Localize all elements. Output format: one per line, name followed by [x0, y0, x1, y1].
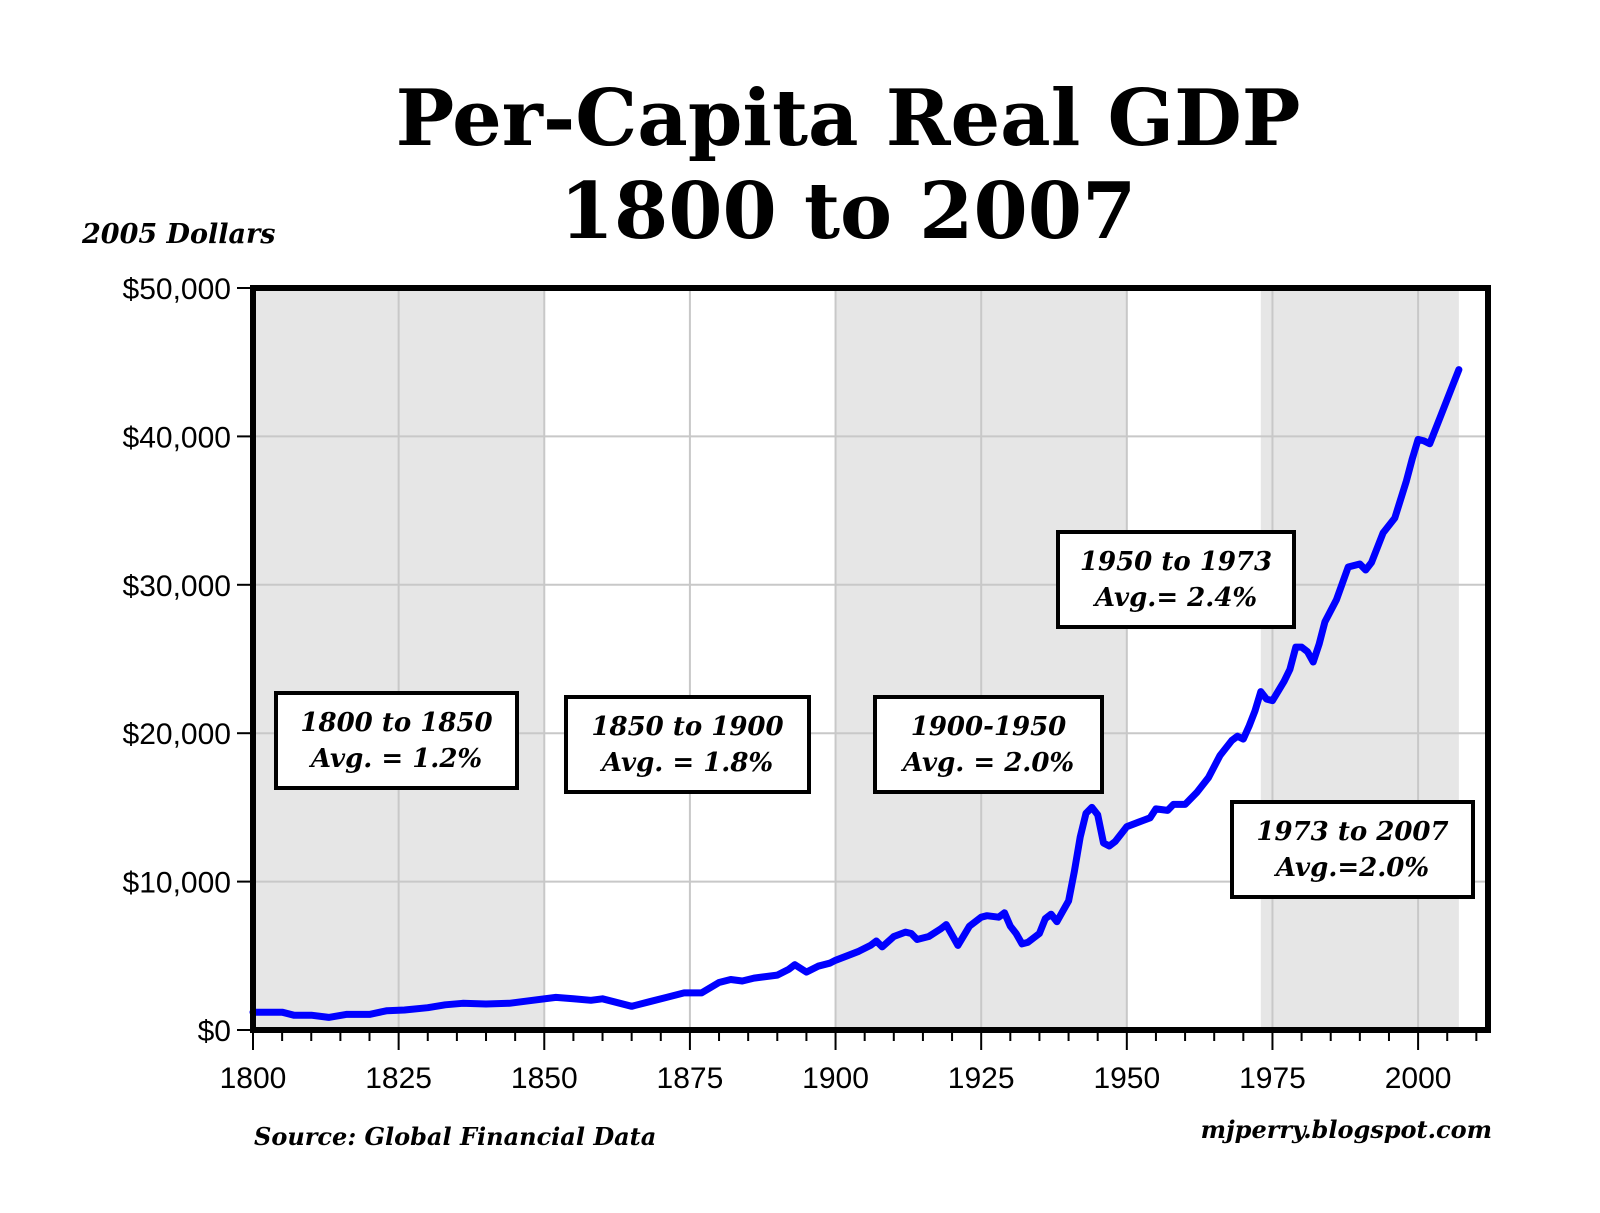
x-axis-tick-labels: 1800 1825 1850 1875 1900 1925 1950 1975 2000 — [220, 1062, 1452, 1095]
annotation-average: Avg. = 1.2% — [308, 744, 482, 774]
annotation-box — [1230, 800, 1475, 899]
x-tick-label: 1800 — [220, 1062, 287, 1095]
y-tick-label: $50,000 — [123, 273, 231, 306]
annotation-box — [274, 691, 519, 790]
x-tick-label: 1875 — [657, 1062, 724, 1095]
x-tick-label: 1975 — [1239, 1062, 1306, 1095]
y-axis-tick-labels: $0 $10,000 $20,000 $30,000 $40,000 $50,000 — [123, 273, 231, 1048]
plot-background — [253, 288, 1488, 1030]
annotation-average: Avg.=2.0% — [1273, 853, 1429, 883]
y-tick-label: $40,000 — [123, 421, 231, 454]
x-tick-label: 1925 — [948, 1062, 1015, 1095]
annotation-period: 1850 to 1900 — [591, 712, 783, 742]
chart-title: Per-Capita Real GDP — [396, 73, 1301, 164]
annotation-boxes: 1800 to 1850 Avg. = 1.2% 1850 to 1900 Avg. … — [274, 530, 1475, 899]
annotation-box — [1056, 530, 1296, 629]
x-tick-label: 1825 — [365, 1062, 432, 1095]
x-tick-label: 2000 — [1385, 1062, 1452, 1095]
y-tick-label: $10,000 — [123, 867, 231, 900]
annotation-box — [564, 695, 811, 794]
annotation-average: Avg. = 1.8% — [599, 748, 773, 778]
credit-note: mjperry.blogspot.com — [1201, 1115, 1492, 1144]
annotation-period: 1950 to 1973 — [1080, 547, 1272, 577]
annotation-box — [873, 695, 1104, 794]
y-axis-unit-label: 2005 Dollars — [81, 219, 275, 250]
annotation-period: 1973 to 2007 — [1256, 817, 1448, 847]
series-layer — [249, 366, 1463, 1021]
y-tick-label: $0 — [198, 1015, 231, 1048]
x-tick-label: 1850 — [511, 1062, 578, 1095]
annotation-period: 1800 to 1850 — [300, 708, 492, 738]
plot-frame — [250, 285, 1491, 1033]
annotation-average: Avg.= 2.4% — [1092, 583, 1257, 613]
annotation-average: Avg. = 2.0% — [900, 748, 1074, 778]
x-tick-label: 1950 — [1093, 1062, 1160, 1095]
x-tick-label: 1900 — [802, 1062, 869, 1095]
y-tick-label: $20,000 — [123, 718, 231, 751]
series-line — [249, 366, 1463, 1021]
annotation-period: 1900-1950 — [911, 712, 1067, 742]
chart-subtitle: 1800 to 2007 — [560, 166, 1137, 257]
source-note: Source: Global Financial Data — [254, 1122, 656, 1151]
y-tick-label: $30,000 — [123, 570, 231, 603]
